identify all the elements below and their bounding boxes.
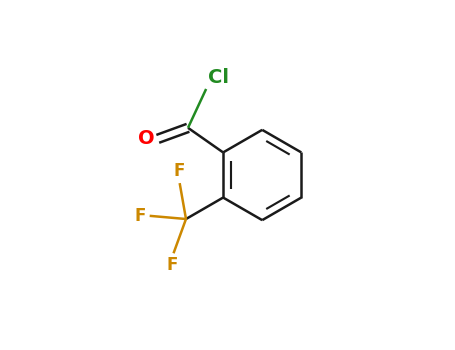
Text: F: F xyxy=(166,256,177,274)
Text: Cl: Cl xyxy=(208,68,229,87)
Text: O: O xyxy=(138,130,154,148)
Text: F: F xyxy=(174,162,185,180)
Text: F: F xyxy=(135,207,146,225)
